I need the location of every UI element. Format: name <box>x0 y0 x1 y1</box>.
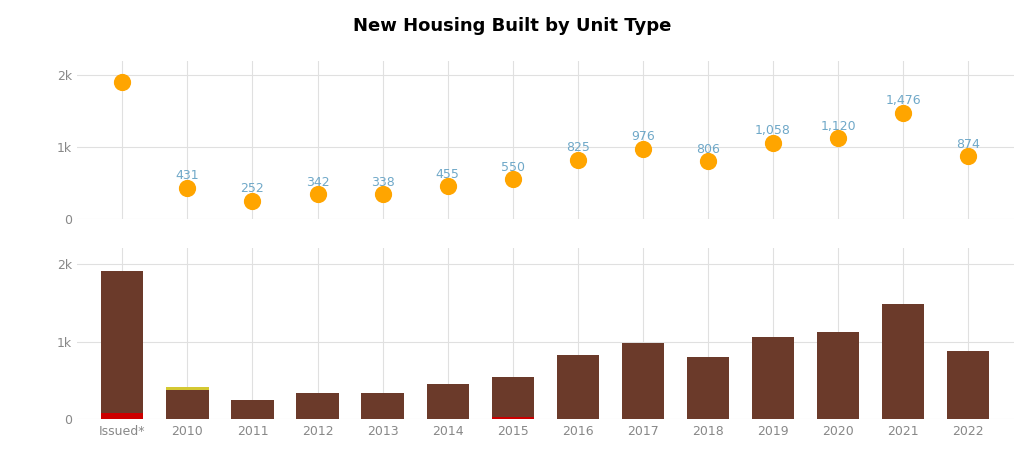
Bar <box>492 417 534 419</box>
Bar <box>296 393 339 419</box>
Bar <box>101 413 143 419</box>
Point <box>505 175 521 183</box>
Bar <box>687 357 729 419</box>
Text: 252: 252 <box>241 182 264 195</box>
Point <box>179 184 196 191</box>
Text: 825: 825 <box>566 141 590 154</box>
Point <box>569 156 586 163</box>
Bar <box>752 337 795 419</box>
Text: 806: 806 <box>696 143 720 156</box>
Point <box>895 109 911 116</box>
Bar <box>101 272 143 413</box>
Point <box>765 139 781 147</box>
Bar <box>882 304 925 419</box>
Bar <box>231 400 273 419</box>
Point <box>829 135 846 142</box>
Point <box>245 197 261 204</box>
Bar <box>557 355 599 419</box>
Bar <box>166 390 209 419</box>
Point <box>439 183 456 190</box>
Point <box>961 152 977 160</box>
Bar <box>947 351 989 419</box>
Point <box>309 191 326 198</box>
Text: 342: 342 <box>306 176 330 189</box>
Point <box>635 145 651 152</box>
Text: 455: 455 <box>436 168 460 181</box>
Bar <box>361 393 403 419</box>
Bar <box>622 343 664 419</box>
Text: 431: 431 <box>175 170 200 182</box>
Bar <box>817 332 859 419</box>
Bar <box>166 387 209 390</box>
Text: 1,058: 1,058 <box>755 124 791 138</box>
Text: 550: 550 <box>501 161 524 174</box>
Text: 1,476: 1,476 <box>886 94 921 107</box>
Text: 338: 338 <box>371 176 394 189</box>
Text: New Housing Built by Unit Type: New Housing Built by Unit Type <box>353 17 671 35</box>
Bar <box>427 384 469 419</box>
Point <box>375 191 391 198</box>
Point <box>114 79 130 86</box>
Text: 1,120: 1,120 <box>820 120 856 133</box>
Text: 874: 874 <box>956 138 980 151</box>
Point <box>699 157 716 165</box>
Bar <box>492 377 534 417</box>
Text: 976: 976 <box>631 130 654 143</box>
